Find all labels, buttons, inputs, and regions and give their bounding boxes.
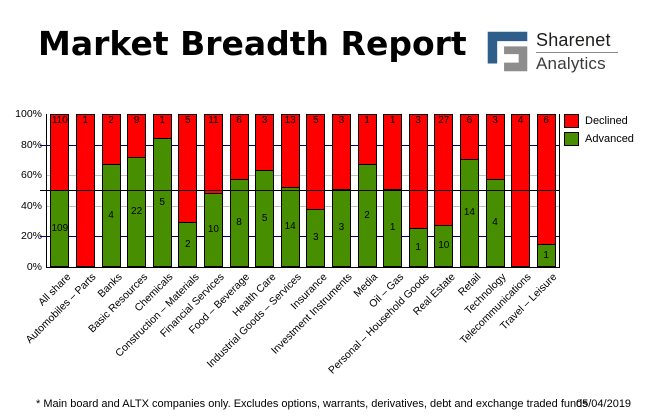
advanced-count-label: 10 (438, 240, 450, 251)
y-tick-label-100: 100% (15, 108, 42, 120)
advanced-count-label: 10 (207, 224, 219, 235)
logo-sub-name: Analytics (536, 54, 606, 73)
declined-count-label: 9 (133, 115, 140, 126)
declined-count-label: 2 (108, 115, 114, 126)
advanced-count-label: 3 (338, 222, 345, 233)
gridline-60 (47, 175, 559, 176)
legend-swatch-declined (564, 114, 579, 128)
report-date: 05/04/2019 (576, 398, 632, 410)
advanced-count-label: 14 (284, 221, 296, 232)
legend-swatch-advanced (564, 132, 579, 146)
advanced-count-label: 1 (415, 242, 421, 253)
declined-count-label: 3 (261, 115, 268, 126)
advanced-segment (358, 164, 376, 266)
advanced-segment (179, 222, 197, 266)
advanced-count-label: 14 (463, 207, 475, 218)
advanced-segment (204, 193, 222, 266)
fifty-percent-reference-line (40, 190, 559, 191)
declined-count-label: 1 (82, 115, 89, 126)
declined-count-label: 1 (364, 115, 370, 126)
y-tick-mark-20 (40, 236, 47, 237)
declined-count-label: 6 (236, 115, 242, 126)
legend-row-declined: Declined (564, 114, 634, 128)
advanced-count-label: 1 (389, 222, 396, 233)
gridline-80 (47, 145, 559, 146)
bar-retail: 14 6 (459, 114, 479, 267)
gridline-20 (47, 236, 559, 237)
advanced-count-label: 8 (236, 217, 242, 228)
advanced-count-label: 3 (313, 232, 319, 243)
logo-divider (536, 52, 618, 53)
declined-count-label: 4 (517, 115, 524, 126)
plot-area: 109 110 1 4 2 22 9 5 1 2 5 10 11 8 6 5 3 14 13 3 5 3 3 2 1 1 1 1 3 10… (46, 114, 560, 268)
legend-label-declined: Declined (585, 115, 628, 127)
sharenet-logo: Sharenet Analytics (486, 29, 618, 74)
declined-count-label: 1 (389, 115, 396, 126)
advanced-count-label: 4 (108, 210, 114, 221)
declined-count-label: 3 (415, 115, 421, 126)
declined-count-label: 6 (466, 115, 473, 126)
y-tick-label-80: 80% (20, 139, 42, 151)
declined-count-label: 110 (51, 115, 68, 126)
declined-count-label: 5 (313, 115, 319, 126)
sharenet-logo-icon (487, 31, 528, 72)
logo-gray-shape (504, 46, 528, 72)
advanced-count-label: 1 (543, 250, 549, 261)
declined-count-label: 6 (543, 115, 549, 126)
footnote: * Main board and ALTX companies only. Ex… (36, 398, 588, 410)
advanced-count-label: 22 (131, 206, 143, 217)
gridline-40 (47, 206, 559, 207)
advanced-segment (384, 189, 402, 266)
declined-count-label: 3 (492, 115, 498, 126)
advanced-count-label: 2 (364, 210, 370, 221)
advanced-segment (486, 179, 504, 266)
advanced-segment (460, 159, 478, 266)
y-tick-label-0: 0% (26, 261, 42, 273)
advanced-count-label: 4 (492, 217, 498, 228)
declined-count-label: 11 (208, 115, 219, 126)
y-tick-mark-80 (40, 145, 47, 146)
y-tick-label-20: 20% (20, 230, 42, 242)
advanced-segment (128, 157, 146, 266)
advanced-segment (307, 209, 325, 266)
advanced-count-label: 109 (51, 223, 69, 234)
advanced-count-label: 5 (261, 213, 268, 224)
declined-count-label: 3 (338, 115, 345, 126)
legend-label-advanced: Advanced (585, 133, 634, 145)
advanced-count-label: 5 (159, 197, 165, 208)
advanced-segment (537, 244, 555, 266)
advanced-segment (435, 225, 453, 266)
y-tick-label-60: 60% (20, 169, 42, 181)
declined-count-label: 13 (284, 115, 296, 126)
advanced-segment (102, 164, 120, 266)
declined-count-label: 5 (185, 115, 191, 126)
advanced-segment (230, 179, 248, 266)
y-tick-label-40: 40% (20, 200, 42, 212)
declined-count-label: 1 (159, 115, 165, 126)
advanced-segment (256, 170, 274, 266)
declined-count-label: 27 (438, 115, 450, 126)
logo-blue-shape (487, 31, 528, 64)
advanced-count-label: 2 (185, 239, 191, 250)
logo-text: Sharenet Analytics (536, 29, 618, 74)
legend: Declined Advanced (564, 114, 634, 150)
legend-row-advanced: Advanced (564, 132, 634, 146)
page-title: Market Breadth Report (38, 24, 467, 63)
advanced-segment (332, 189, 350, 266)
advanced-segment (281, 187, 299, 266)
logo-brand-name: Sharenet (536, 30, 611, 50)
advanced-segment (153, 138, 171, 266)
advanced-segment (409, 228, 427, 266)
